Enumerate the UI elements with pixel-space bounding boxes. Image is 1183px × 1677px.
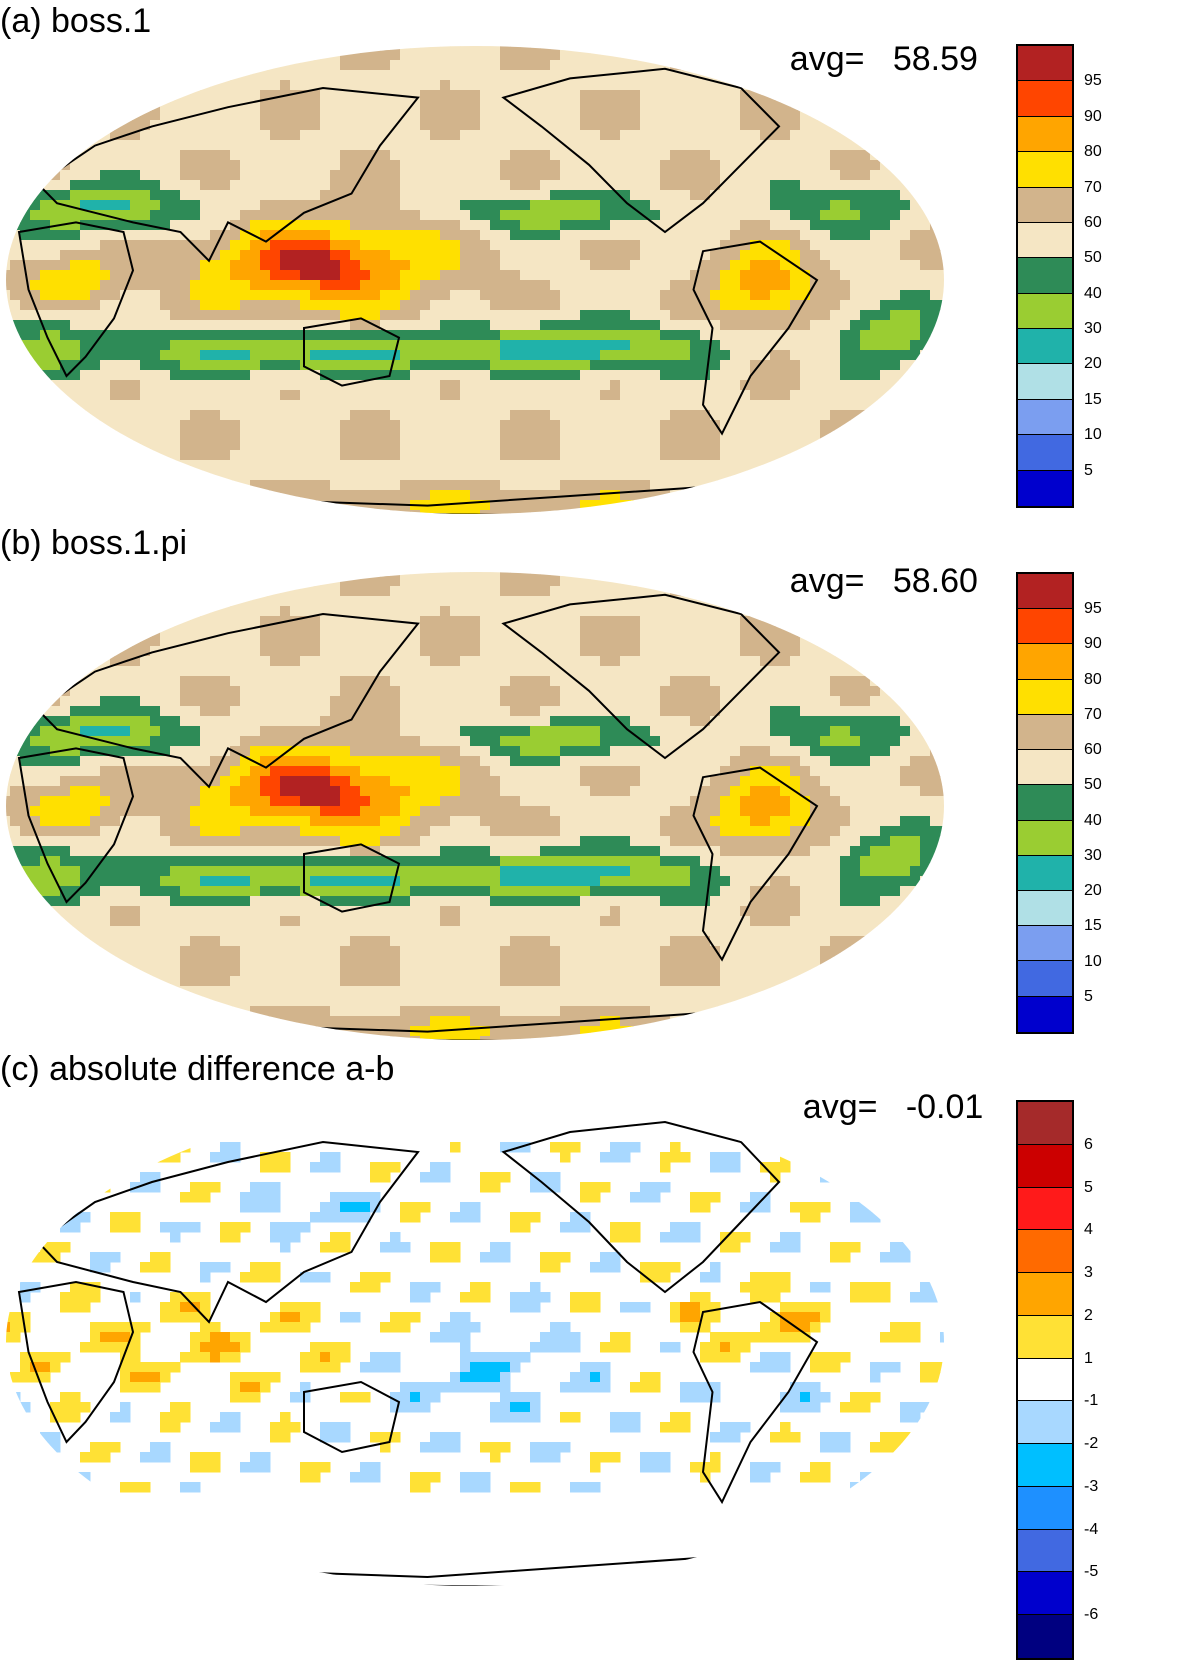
colorbar-box xyxy=(1018,1572,1072,1616)
panel-b-colorbar xyxy=(1016,572,1074,1034)
panel-a-colorbar-labels: 95 90 80 70 60 50 40 30 20 15 10 5 xyxy=(1084,44,1174,508)
colorbar-box xyxy=(1018,644,1072,680)
panel-b-avg: avg= 58.60 xyxy=(752,524,978,638)
colorbar-box xyxy=(1018,750,1072,786)
colorbar-label: 60 xyxy=(1084,741,1102,759)
colorbar-label: 50 xyxy=(1084,249,1102,267)
panel-a-avg: avg= 58.59 xyxy=(752,2,978,116)
colorbar-label: 95 xyxy=(1084,600,1102,618)
colorbar-box xyxy=(1018,1315,1072,1359)
colorbar-label: 40 xyxy=(1084,811,1102,829)
panel-b-title: (b) boss.1.pi xyxy=(0,524,188,562)
colorbar-label: 4 xyxy=(1084,1221,1093,1239)
colorbar-box xyxy=(1018,1230,1072,1274)
panel-b-colorbar-labels: 95 90 80 70 60 50 40 30 20 15 10 5 xyxy=(1084,572,1174,1034)
colorbar-box xyxy=(1018,258,1072,294)
colorbar-label: -5 xyxy=(1084,1563,1099,1581)
colorbar-box xyxy=(1018,961,1072,997)
colorbar-box xyxy=(1018,1444,1072,1487)
colorbar-box xyxy=(1018,152,1072,188)
colorbar-label: 70 xyxy=(1084,178,1102,196)
colorbar-box xyxy=(1018,855,1072,891)
colorbar-box xyxy=(1018,329,1072,365)
colorbar-box xyxy=(1018,996,1072,1032)
colorbar-label: 10 xyxy=(1084,952,1102,970)
colorbar-box xyxy=(1018,116,1072,153)
colorbar-label: 90 xyxy=(1084,107,1102,125)
colorbar-label: 1 xyxy=(1084,1349,1093,1367)
colorbar-box xyxy=(1018,399,1072,436)
colorbar-label: 20 xyxy=(1084,882,1102,900)
colorbar-box xyxy=(1018,1529,1072,1573)
colorbar-label: 80 xyxy=(1084,143,1102,161)
colorbar-box xyxy=(1018,1358,1072,1402)
colorbar-label: 30 xyxy=(1084,846,1102,864)
colorbar-box xyxy=(1018,1615,1072,1658)
panel-a-title: (a) boss.1 xyxy=(0,2,152,40)
colorbar-label: 5 xyxy=(1084,1178,1093,1196)
colorbar-box xyxy=(1018,890,1072,927)
colorbar-box xyxy=(1018,46,1072,82)
colorbar-label: -6 xyxy=(1084,1606,1099,1624)
colorbar-label: 2 xyxy=(1084,1306,1093,1324)
colorbar-label: 95 xyxy=(1084,72,1102,90)
colorbar-label: 5 xyxy=(1084,461,1093,479)
colorbar-box xyxy=(1018,222,1072,259)
colorbar-box xyxy=(1018,820,1072,856)
colorbar-box xyxy=(1018,714,1072,751)
colorbar-label: -3 xyxy=(1084,1477,1099,1495)
colorbar-label: 20 xyxy=(1084,355,1102,373)
colorbar-box xyxy=(1018,609,1072,645)
colorbar-label: 5 xyxy=(1084,987,1093,1005)
colorbar-box xyxy=(1018,435,1072,471)
colorbar-box xyxy=(1018,187,1072,223)
colorbar-box xyxy=(1018,1187,1072,1231)
colorbar-box xyxy=(1018,293,1072,329)
colorbar-box xyxy=(1018,1144,1072,1188)
colorbar-box xyxy=(1018,1401,1072,1445)
panel-b-avg-value: 58.60 xyxy=(892,562,978,600)
colorbar-box xyxy=(1018,785,1072,821)
panel-b-avg-label: avg= xyxy=(789,562,865,600)
colorbar-label: 15 xyxy=(1084,390,1102,408)
colorbar-box xyxy=(1018,926,1072,962)
colorbar-label: 30 xyxy=(1084,320,1102,338)
colorbar-label: 40 xyxy=(1084,284,1102,302)
panel-a-colorbar xyxy=(1016,44,1074,508)
panel-a-map xyxy=(6,46,944,514)
colorbar-label: -4 xyxy=(1084,1520,1099,1538)
panel-c-avg-value: -0.01 xyxy=(905,1088,984,1126)
colorbar-label: 60 xyxy=(1084,213,1102,231)
colorbar-box xyxy=(1018,364,1072,400)
panel-c-avg-label: avg= xyxy=(802,1088,878,1126)
colorbar-label: 3 xyxy=(1084,1264,1093,1282)
panel-c-colorbar-labels: 6 5 4 3 2 1 -1 -2 -3 -4 -5 -6 xyxy=(1084,1100,1174,1660)
colorbar-label: 70 xyxy=(1084,705,1102,723)
colorbar-box xyxy=(1018,574,1072,610)
colorbar-label: -1 xyxy=(1084,1392,1099,1410)
panel-c-colorbar xyxy=(1016,1100,1074,1660)
panel-a-avg-value: 58.59 xyxy=(892,40,978,78)
panel-a-avg-label: avg= xyxy=(789,40,865,78)
colorbar-label: 80 xyxy=(1084,670,1102,688)
panel-c-avg: avg= -0.01 xyxy=(765,1050,984,1164)
colorbar-label: 10 xyxy=(1084,426,1102,444)
colorbar-box xyxy=(1018,1486,1072,1530)
colorbar-box xyxy=(1018,81,1072,117)
panel-c-title: (c) absolute difference a-b xyxy=(0,1050,395,1088)
colorbar-label: -2 xyxy=(1084,1435,1099,1453)
colorbar-label: 6 xyxy=(1084,1135,1093,1153)
colorbar-label: 90 xyxy=(1084,635,1102,653)
panel-b-map xyxy=(6,572,944,1040)
colorbar-box xyxy=(1018,1273,1072,1316)
colorbar-label: 50 xyxy=(1084,776,1102,794)
panel-c-map xyxy=(6,1120,944,1586)
colorbar-box xyxy=(1018,470,1072,506)
colorbar-box xyxy=(1018,679,1072,715)
colorbar-box xyxy=(1018,1102,1072,1145)
colorbar-label: 15 xyxy=(1084,917,1102,935)
